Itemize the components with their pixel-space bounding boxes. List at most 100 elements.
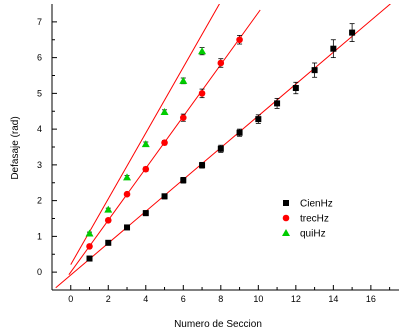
y-tick-label: 1 [37,231,42,241]
data-point [179,76,188,85]
data-point [292,81,299,95]
data-point [123,190,131,198]
x-tick-label: 10 [253,294,263,304]
data-point [104,216,112,224]
point-marker [161,193,168,200]
y-tick-label: 6 [37,53,42,63]
legend-label: quiHz [300,229,326,240]
series-trechz [86,35,243,250]
data-point [85,229,94,237]
data-point [86,255,93,262]
point-marker [311,67,318,74]
point-marker [198,47,207,55]
data-point [217,58,225,68]
legend-marker [283,200,289,206]
data-point [198,88,206,99]
plot-area [55,4,392,289]
data-point [217,144,224,153]
data-point [124,224,131,231]
point-marker [198,90,206,97]
point-marker [179,114,187,121]
point-marker [124,224,131,231]
point-marker [161,139,168,147]
y-tick-label: 0 [37,267,42,277]
data-point [236,35,243,45]
point-marker [104,216,112,224]
y-axis-label: Defasaje (rad) [10,116,21,179]
point-marker [330,45,337,52]
data-point [86,243,93,250]
data-point [104,205,113,213]
point-marker [86,255,93,262]
point-marker [217,145,224,152]
x-tick-label: 4 [143,294,148,304]
fit-line-quihz [70,4,220,265]
series-cienhz [86,23,356,262]
x-tick-label: 14 [328,294,338,304]
series-quihz [85,47,207,237]
y-tick-label: 2 [37,196,42,206]
x-tick-label: 2 [106,294,111,304]
point-marker [123,190,131,198]
point-marker [349,29,356,36]
data-point [199,161,206,169]
legend: CienHz trecHz quiHz [282,199,333,240]
point-marker [123,173,132,181]
legend-marker [282,214,290,222]
y-tick-label: 7 [37,17,42,27]
point-marker [217,59,225,67]
data-point [255,114,262,124]
y-axis: 0 1 2 3 4 5 6 7 [37,4,57,291]
y-tick-label: 4 [37,124,42,134]
data-point [161,193,168,200]
point-marker [142,210,149,217]
data-point [141,140,150,148]
x-tick-label: 0 [68,294,73,304]
legend-item-quihz: quiHz [282,229,326,240]
legend-item-trechz: trecHz [282,214,329,225]
legend-marker [282,229,290,236]
point-marker [255,116,262,123]
x-axis: 0 2 4 6 8 10 12 14 16 [51,285,399,304]
y-tick-label: 5 [37,88,42,98]
point-marker [274,100,281,107]
data-point [330,39,337,59]
point-marker [85,229,94,237]
data-point [179,113,187,122]
x-tick-label: 12 [291,294,301,304]
point-marker [236,129,243,136]
legend-label: trecHz [300,214,329,225]
point-marker [236,36,243,44]
x-tick-label: 6 [181,294,186,304]
point-marker [180,177,187,184]
data-point [311,62,318,78]
data-point [142,210,149,217]
point-marker [105,239,112,246]
point-marker [199,162,206,169]
x-tick-label: 8 [218,294,223,304]
point-marker [142,165,150,173]
data-point [198,47,207,56]
point-marker [179,76,188,84]
data-point [236,128,243,137]
data-point [142,165,150,173]
x-axis-label: Numero de Seccion [174,319,262,330]
legend-label: CienHz [300,199,333,210]
data-point [180,176,187,184]
legend-item-cienhz: CienHz [283,199,333,210]
point-marker [104,205,113,213]
y-tick-label: 3 [37,160,42,170]
point-marker [160,107,169,115]
point-marker [86,243,93,250]
point-marker [141,140,150,148]
fit-line-cienhz [55,4,392,289]
point-marker [292,85,299,92]
data-point [160,107,169,115]
data-point [274,97,281,109]
x-tick-label: 16 [366,294,376,304]
data-point [349,23,356,42]
data-point [161,139,168,147]
data-point [105,239,112,246]
data-point [123,173,132,181]
